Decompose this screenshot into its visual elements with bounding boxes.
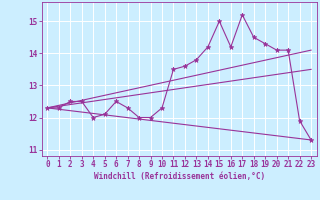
X-axis label: Windchill (Refroidissement éolien,°C): Windchill (Refroidissement éolien,°C): [94, 172, 265, 181]
